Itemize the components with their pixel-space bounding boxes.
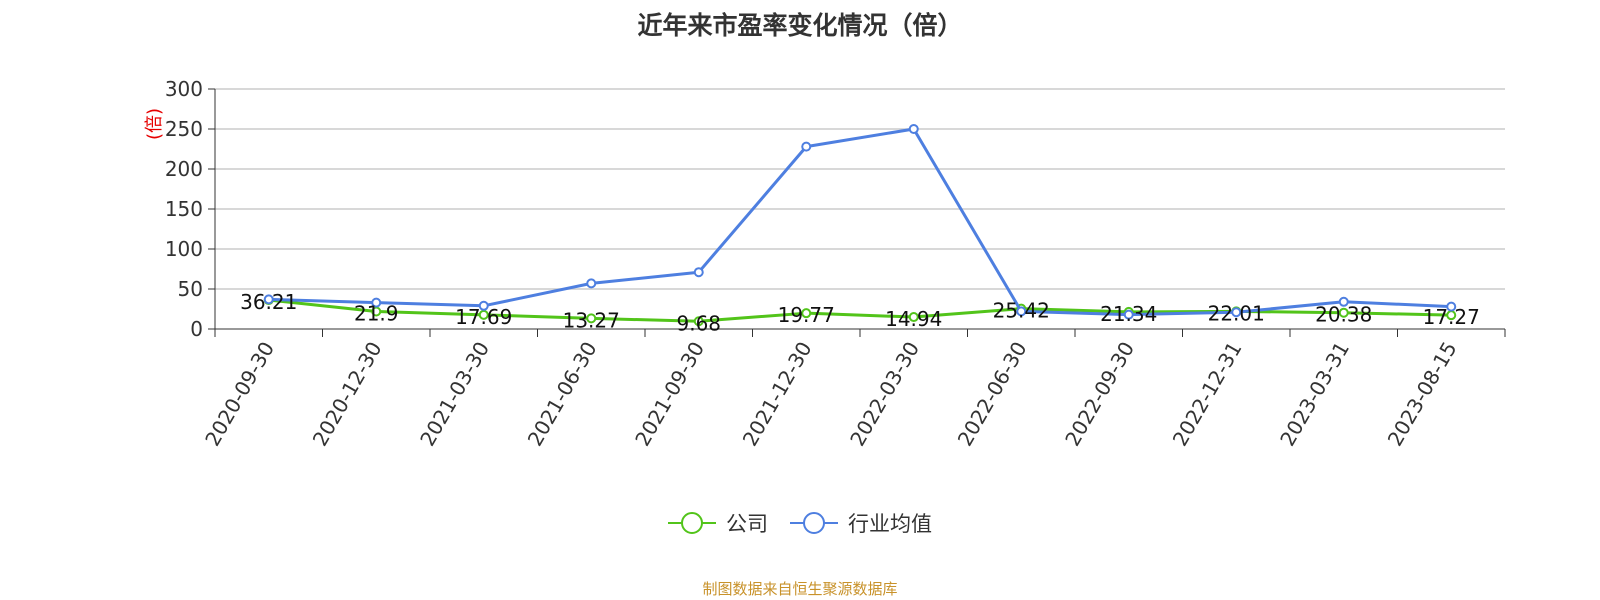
data-label-company-10: 20.38 bbox=[1315, 303, 1372, 327]
source-note: 制图数据来自恒生聚源数据库 bbox=[702, 580, 898, 598]
point-industry-11 bbox=[1446, 301, 1457, 312]
series-line-industry bbox=[268, 127, 1452, 317]
point-company-3 bbox=[586, 313, 597, 324]
y-tick-label-250: 250 bbox=[165, 117, 203, 141]
data-label-company-0: 36.21 bbox=[240, 290, 297, 314]
point-company-4 bbox=[693, 316, 704, 327]
series-lines bbox=[263, 124, 1457, 327]
point-industry-3 bbox=[586, 278, 597, 289]
axes: 0 50 100 150 200 250 300(倍) 2020-09-30 2020-12-3… bbox=[144, 77, 1506, 451]
data-label-company-2: 17.69 bbox=[455, 305, 512, 329]
legend-industry-label: 行业均值 bbox=[848, 512, 932, 536]
legend-company-line-icon bbox=[668, 512, 716, 534]
x-tick-label-2020-09-30: 2020-09-30 bbox=[200, 338, 279, 451]
y-tick-label-300: 300 bbox=[165, 77, 203, 101]
x-tick-label-2021-06-30: 2021-06-30 bbox=[523, 338, 602, 451]
x-tick-label-2021-12-30: 2021-12-30 bbox=[738, 338, 817, 451]
data-label-company-9: 22.01 bbox=[1208, 301, 1265, 325]
x-tick-label-2023-08-15: 2023-08-15 bbox=[1383, 338, 1462, 451]
y-tick-label-200: 200 bbox=[165, 157, 203, 181]
x-tick-label-2021-09-30: 2021-09-30 bbox=[630, 338, 709, 451]
y-tick-label-100: 100 bbox=[165, 237, 203, 261]
point-industry-6 bbox=[908, 124, 919, 134]
point-company-2 bbox=[478, 309, 489, 320]
point-company-10 bbox=[1338, 307, 1349, 318]
legend-company-label: 公司 bbox=[726, 512, 768, 536]
x-tick-label-2023-03-31: 2023-03-31 bbox=[1275, 338, 1354, 451]
x-tick-label-2022-06-30: 2022-06-30 bbox=[953, 338, 1032, 451]
x-tick-label-2022-03-30: 2022-03-30 bbox=[845, 338, 924, 451]
grid-lines bbox=[215, 88, 1505, 290]
legend-item-industry[interactable]: 行业均值 bbox=[790, 508, 932, 538]
legend: 公司 行业均值 bbox=[0, 508, 1600, 538]
point-industry-10 bbox=[1338, 296, 1349, 307]
x-tick-label-2020-12-30: 2020-12-30 bbox=[308, 338, 387, 451]
chart-title: 近年来市盈率变化情况（倍） bbox=[637, 11, 963, 40]
point-industry-2 bbox=[478, 300, 489, 311]
data-label-company-1: 21.9 bbox=[354, 301, 399, 325]
point-company-6 bbox=[908, 312, 919, 323]
data-label-company-11: 17.27 bbox=[1423, 305, 1480, 329]
point-industry-0 bbox=[263, 294, 274, 305]
x-tick-label-2022-12-31: 2022-12-31 bbox=[1168, 338, 1247, 451]
data-label-company-6: 14.94 bbox=[885, 307, 942, 331]
point-industry-7 bbox=[1016, 306, 1027, 317]
data-label-company-3: 13.27 bbox=[563, 308, 620, 332]
data-label-company-5: 19.77 bbox=[778, 303, 835, 327]
data-label-company-8: 21.34 bbox=[1100, 302, 1157, 326]
point-industry-9 bbox=[1231, 307, 1242, 318]
data-labels: 36.21 21.9 17.69 13.27 9.68 19.77 14.94 25.42 21… bbox=[240, 290, 1480, 335]
data-label-company-4: 9.68 bbox=[676, 311, 721, 335]
point-industry-1 bbox=[371, 297, 382, 308]
point-company-5 bbox=[801, 308, 812, 319]
data-label-company-7: 25.42 bbox=[993, 299, 1050, 323]
y-axis-unit-label: (倍) bbox=[144, 108, 165, 140]
point-industry-4 bbox=[693, 267, 704, 278]
x-tick-label-2021-03-30: 2021-03-30 bbox=[415, 338, 494, 451]
point-industry-5 bbox=[801, 141, 812, 152]
y-tick-label-150: 150 bbox=[165, 197, 203, 221]
legend-industry-line-icon bbox=[790, 512, 838, 534]
x-tick-label-2022-09-30: 2022-09-30 bbox=[1060, 338, 1139, 451]
y-tick-label-0: 0 bbox=[190, 317, 203, 341]
y-tick-label-50: 50 bbox=[178, 277, 203, 301]
point-industry-8 bbox=[1123, 309, 1134, 320]
legend-item-company[interactable]: 公司 bbox=[668, 508, 768, 538]
